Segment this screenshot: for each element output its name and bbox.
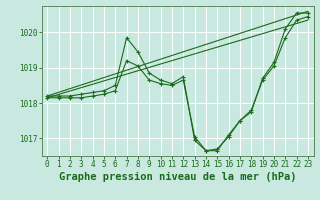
X-axis label: Graphe pression niveau de la mer (hPa): Graphe pression niveau de la mer (hPa) xyxy=(59,172,296,182)
